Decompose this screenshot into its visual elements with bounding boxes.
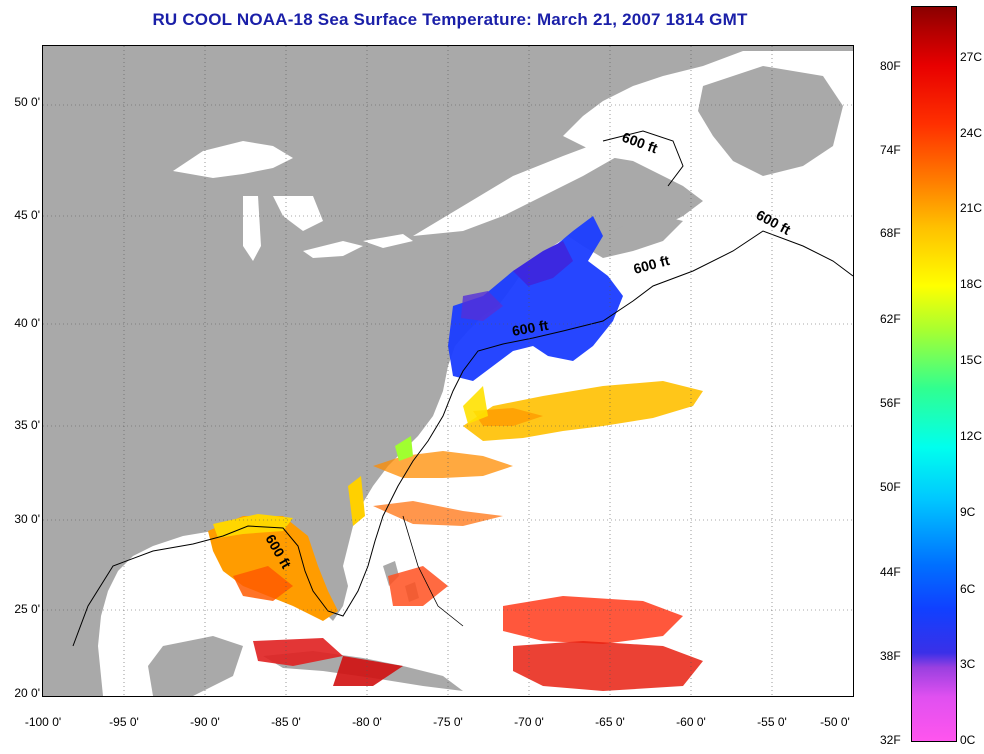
colorbar-label-c: 3C [960, 657, 976, 671]
colorbar-label-f: 80F [880, 59, 901, 73]
colorbar-label-c: 9C [960, 505, 976, 519]
sst-map: 600 ft 600 ft 600 ft 600 ft 600 ft [42, 45, 854, 697]
lon-label: -65 0' [595, 715, 625, 729]
lon-label: -75 0' [433, 715, 463, 729]
lat-label: 20 0' [14, 686, 40, 700]
lon-label: -55 0' [757, 715, 787, 729]
lat-label: 30 0' [14, 512, 40, 526]
lat-label: 45 0' [14, 208, 40, 222]
colorbar-label-c: 6C [960, 582, 976, 596]
lat-label: 50 0' [14, 95, 40, 109]
colorbar-label-f: 62F [880, 312, 901, 326]
lon-label: -100 0' [24, 715, 62, 729]
lat-label: 35 0' [14, 418, 40, 432]
contour-label: 600 ft [620, 129, 660, 157]
newfoundland-land [698, 66, 843, 176]
colorbar-label-c: 12C [960, 429, 983, 443]
lake-ontario [363, 234, 413, 248]
st-lawrence [413, 141, 618, 236]
lat-label: 25 0' [14, 602, 40, 616]
colorbar-label-f: 68F [880, 226, 901, 240]
lon-label: -60 0' [676, 715, 706, 729]
yucatan-land [148, 636, 243, 696]
tropical-warm-south [503, 596, 683, 644]
colorbar-label-c: 0C [960, 733, 976, 747]
colorbar-label-f: 32F [880, 733, 901, 747]
colorbar-label-c: 18C [960, 277, 983, 291]
lake-huron [273, 196, 323, 231]
nova-scotia-land [583, 216, 683, 258]
contour-label: 600 ft [511, 317, 550, 339]
colorbar-label-f: 50F [880, 480, 901, 494]
great-lakes [173, 141, 293, 178]
colorbar-label-c: 15C [960, 353, 983, 367]
lake-michigan [243, 196, 261, 261]
lon-label: -90 0' [190, 715, 220, 729]
colorbar-label-c: 21C [960, 201, 983, 215]
lon-label: -50 0' [820, 715, 850, 729]
map-title: RU COOL NOAA-18 Sea Surface Temperature:… [152, 10, 748, 29]
cold-water-gulf-maine [448, 216, 623, 381]
lon-label: -80 0' [352, 715, 382, 729]
colorbar-label-f: 56F [880, 396, 901, 410]
contour-label: 600 ft [632, 252, 672, 277]
sst-map-canvas: 600 ft 600 ft 600 ft 600 ft 600 ft [43, 46, 853, 696]
lat-label: 40 0' [14, 316, 40, 330]
colorbar-label-f: 44F [880, 565, 901, 579]
colorbar-label-f: 38F [880, 649, 901, 663]
temperature-colorbar [911, 6, 957, 742]
graticule [43, 46, 853, 696]
lon-label: -95 0' [109, 715, 139, 729]
colorbar-label-c: 27C [960, 50, 983, 64]
lake-erie [303, 241, 363, 258]
lon-label: -85 0' [271, 715, 301, 729]
contour-600ft [72, 230, 853, 647]
colorbar-label-c: 24C [960, 126, 983, 140]
gulf-of-mexico-warm [208, 516, 338, 621]
lon-label: -70 0' [514, 715, 544, 729]
colorbar-label-f: 74F [880, 143, 901, 157]
